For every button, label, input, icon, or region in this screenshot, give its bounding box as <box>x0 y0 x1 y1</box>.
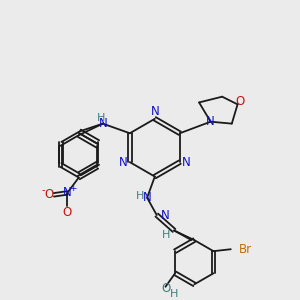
Text: H: H <box>170 290 178 299</box>
Text: N: N <box>63 186 72 200</box>
Text: N: N <box>160 208 169 222</box>
Text: N: N <box>119 156 128 169</box>
Text: N: N <box>143 191 152 204</box>
Text: +: + <box>69 184 77 193</box>
Text: N: N <box>182 156 190 169</box>
Text: H: H <box>97 113 105 123</box>
Text: H: H <box>136 191 145 201</box>
Text: N: N <box>98 117 107 130</box>
Text: O: O <box>63 206 72 219</box>
Text: N: N <box>206 115 215 128</box>
Text: Br: Br <box>238 243 252 256</box>
Text: -: - <box>41 185 45 195</box>
Text: O: O <box>236 95 245 108</box>
Text: H: H <box>162 230 171 240</box>
Text: N: N <box>150 105 159 118</box>
Text: O: O <box>162 282 171 295</box>
Text: O: O <box>44 188 54 201</box>
